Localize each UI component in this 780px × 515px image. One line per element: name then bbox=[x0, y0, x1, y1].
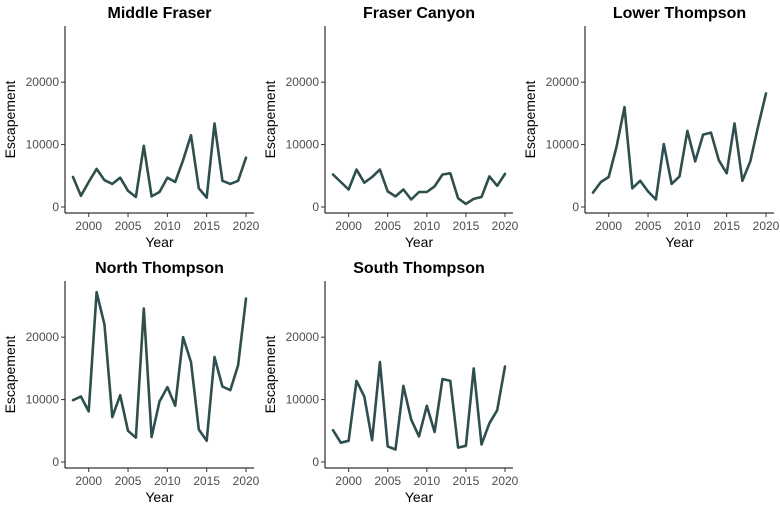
y-axis-title: Escapement bbox=[522, 80, 538, 158]
series-line-middle-fraser bbox=[71, 122, 248, 199]
x-tick-label: 2015 bbox=[453, 219, 480, 233]
panel-title-fraser-canyon: Fraser Canyon bbox=[363, 5, 475, 22]
x-tick-label: 2010 bbox=[674, 219, 701, 233]
x-tick-label: 2000 bbox=[75, 474, 102, 488]
x-tick-label: 2000 bbox=[335, 219, 362, 233]
x-tick-label: 2015 bbox=[193, 219, 220, 233]
x-tick-label: 2005 bbox=[115, 219, 142, 233]
x-tick-label: 2000 bbox=[595, 219, 622, 233]
x-tick-label: 2005 bbox=[115, 474, 142, 488]
panel-north-thompson: North Thompson 2000 2005 2010 2015 2020 0 10000… bbox=[2, 260, 260, 505]
x-axis-title: Year bbox=[145, 234, 174, 250]
series-line-south-thompson bbox=[331, 360, 507, 451]
y-tick-label: 20000 bbox=[286, 330, 320, 344]
y-tick-label: 10000 bbox=[26, 393, 60, 407]
x-tick-label: 2020 bbox=[233, 474, 260, 488]
y-tick-label: 20000 bbox=[26, 75, 60, 89]
x-tick-label: 2005 bbox=[374, 219, 401, 233]
x-tick-label: 2000 bbox=[335, 474, 362, 488]
y-tick-label: 0 bbox=[312, 200, 319, 214]
x-tick-label: 2010 bbox=[413, 474, 440, 488]
x-tick-label: 2010 bbox=[413, 219, 440, 233]
x-tick-label: 2020 bbox=[492, 219, 519, 233]
panel-middle-fraser: Middle Fraser 2000 2005 2010 2015 2020 0 10000 2… bbox=[2, 5, 260, 250]
x-tick-label: 2015 bbox=[193, 474, 220, 488]
x-tick-label: 2000 bbox=[75, 219, 102, 233]
x-tick-label: 2015 bbox=[453, 474, 480, 488]
panel-lower-thompson: Lower Thompson 2000 2005 2010 2015 2020 0 10000… bbox=[522, 5, 780, 250]
y-tick-label: 10000 bbox=[26, 138, 60, 152]
x-tick-label: 2010 bbox=[154, 474, 181, 488]
y-tick-label: 20000 bbox=[286, 75, 320, 89]
y-tick-label: 10000 bbox=[286, 138, 320, 152]
y-axis-title: Escapement bbox=[262, 335, 278, 413]
panel-fraser-canyon: Fraser Canyon 2000 2005 2010 2015 2020 0 10000 2… bbox=[262, 5, 519, 250]
y-axis-title: Escapement bbox=[2, 335, 18, 413]
y-tick-label: 20000 bbox=[546, 75, 580, 89]
series-line-fraser-canyon bbox=[331, 168, 507, 206]
x-tick-label: 2020 bbox=[492, 474, 519, 488]
y-tick-label: 0 bbox=[572, 200, 579, 214]
panel-south-thompson: South Thompson 2000 2005 2010 2015 2020 0 10000… bbox=[262, 260, 519, 505]
x-tick-label: 2020 bbox=[753, 219, 780, 233]
y-tick-label: 20000 bbox=[26, 330, 60, 344]
y-axis-title: Escapement bbox=[2, 80, 18, 158]
panel-title-lower-thompson: Lower Thompson bbox=[613, 5, 746, 22]
y-tick-label: 0 bbox=[52, 455, 59, 469]
panel-title-north-thompson: North Thompson bbox=[95, 260, 224, 277]
x-tick-label: 2020 bbox=[233, 219, 260, 233]
x-tick-label: 2005 bbox=[374, 474, 401, 488]
x-tick-label: 2005 bbox=[635, 219, 662, 233]
panel-title-middle-fraser: Middle Fraser bbox=[107, 5, 211, 22]
y-tick-label: 10000 bbox=[286, 393, 320, 407]
y-tick-label: 0 bbox=[312, 455, 319, 469]
series-line-lower-thompson bbox=[591, 92, 768, 201]
x-tick-label: 2010 bbox=[154, 219, 181, 233]
x-axis-title: Year bbox=[145, 489, 174, 505]
panel-title-south-thompson: South Thompson bbox=[353, 260, 485, 277]
y-axis-title: Escapement bbox=[262, 80, 278, 158]
x-axis-title: Year bbox=[405, 234, 434, 250]
x-tick-label: 2015 bbox=[713, 219, 740, 233]
y-tick-label: 10000 bbox=[546, 138, 580, 152]
x-axis-title: Year bbox=[405, 489, 434, 505]
series-line-north-thompson bbox=[71, 290, 248, 443]
x-axis-title: Year bbox=[665, 234, 694, 250]
y-tick-label: 0 bbox=[52, 200, 59, 214]
